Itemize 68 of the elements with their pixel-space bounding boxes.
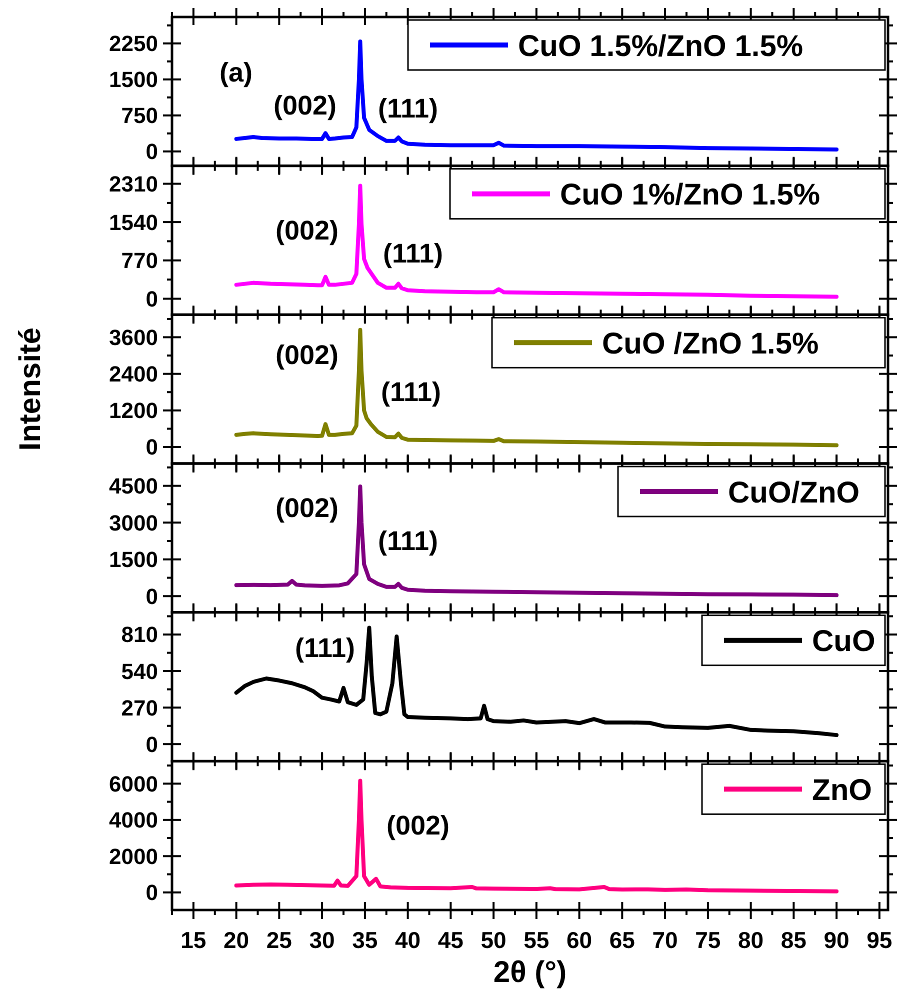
- x-axis-title: 2θ (°): [493, 956, 567, 989]
- y-tick-label: 2250: [109, 31, 158, 56]
- x-tick-label: 15: [180, 927, 206, 953]
- x-tick-label: 35: [352, 927, 378, 953]
- annotation: (002): [275, 215, 339, 246]
- legend-box: CuO: [701, 614, 886, 666]
- y-tick-label: 810: [121, 622, 158, 648]
- annotation: (111): [294, 632, 356, 663]
- x-tick-label: 25: [266, 927, 292, 953]
- annotation: (002): [386, 810, 450, 841]
- x-tick-label: 95: [866, 927, 892, 953]
- y-tick-label: 1500: [109, 67, 158, 92]
- legend-box: CuO/ZnO: [617, 466, 886, 518]
- y-tick-label: 0: [146, 286, 158, 312]
- y-tick-label: 770: [121, 248, 158, 274]
- x-tick-label: 30: [309, 927, 335, 953]
- y-tick-label: 4000: [109, 808, 158, 833]
- y-tick-label: 0: [146, 584, 158, 609]
- x-tick-label: 65: [609, 927, 636, 953]
- y-tick-label: 2310: [109, 171, 158, 196]
- annotation: (002): [275, 340, 339, 370]
- x-tick-label: 75: [695, 927, 721, 953]
- x-tick-label: 45: [438, 927, 464, 953]
- y-tick-label: 2400: [109, 362, 158, 387]
- x-tick-label: 90: [824, 927, 850, 953]
- line-series: [234, 328, 839, 448]
- annotation: (a): [220, 57, 252, 88]
- annotation: (002): [273, 90, 337, 120]
- y-tick-label: 3000: [109, 510, 158, 536]
- x-tick-label: 55: [524, 927, 550, 953]
- annotation: (111): [380, 377, 442, 408]
- annotation: (111): [382, 238, 444, 268]
- legend-box: ZnO: [701, 763, 886, 815]
- y-tick-label: 2000: [109, 844, 158, 869]
- legend-label: ZnO: [812, 774, 872, 807]
- annotation: (111): [378, 526, 438, 556]
- x-tick-label: 70: [652, 927, 678, 953]
- y-axis-title: Intensité: [14, 327, 47, 451]
- x-tick-label: 20: [224, 927, 250, 953]
- x-tick-label: 60: [566, 927, 592, 953]
- y-tick-label: 4500: [109, 474, 158, 499]
- legend-label: CuO /ZnO 1.5%: [602, 327, 819, 360]
- legend-box: CuO /ZnO 1.5%: [491, 316, 886, 368]
- y-tick-label: 3600: [109, 324, 158, 350]
- x-tick-label: 80: [738, 927, 764, 953]
- annotation: (002): [275, 492, 339, 523]
- y-tick-label: 0: [146, 139, 158, 164]
- line-series: [234, 184, 839, 299]
- y-tick-label: 0: [146, 880, 158, 906]
- y-tick-label: 750: [121, 103, 158, 128]
- legend-label: CuO 1%/ZnO 1.5%: [560, 178, 820, 212]
- y-tick-label: 270: [121, 695, 158, 720]
- y-tick-label: 540: [121, 658, 158, 684]
- legend-box: CuO 1.5%/ZnO 1.5%: [407, 19, 886, 71]
- x-tick-label: 40: [395, 927, 421, 953]
- y-tick-label: 1200: [109, 398, 158, 424]
- annotation: (111): [378, 93, 438, 124]
- legend-label: CuO 1.5%/ZnO 1.5%: [518, 30, 804, 63]
- y-tick-label: 1500: [109, 547, 158, 572]
- x-tick-label: 50: [480, 927, 506, 953]
- y-tick-label: 1540: [109, 210, 158, 235]
- legend-label: CuO/ZnO: [728, 476, 860, 510]
- legend-label: CuO: [812, 625, 876, 658]
- y-tick-label: 0: [146, 434, 158, 460]
- x-tick-label: 85: [780, 927, 807, 953]
- legend-box: CuO 1%/ZnO 1.5%: [449, 168, 886, 220]
- y-tick-label: 6000: [109, 771, 158, 796]
- y-tick-label: 0: [146, 732, 158, 757]
